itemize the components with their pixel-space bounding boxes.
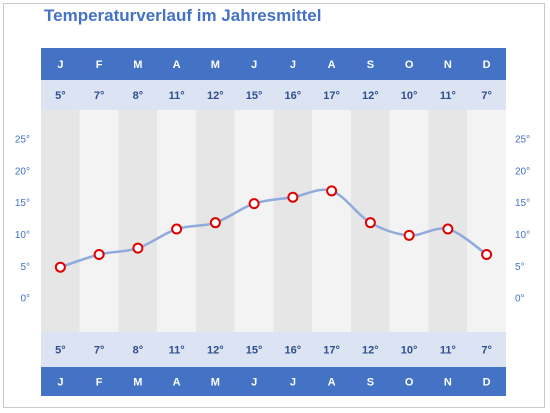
- y-tick-label-left: 5°: [20, 262, 30, 273]
- data-point: [403, 229, 415, 241]
- value-label-bottom: 8°: [133, 344, 144, 356]
- value-label-bottom: 5°: [55, 344, 66, 356]
- value-label-bottom: 7°: [481, 344, 492, 356]
- data-point: [171, 223, 183, 235]
- value-label-top: 7°: [94, 90, 105, 102]
- data-point: [326, 185, 338, 197]
- month-label-top: J: [57, 59, 63, 71]
- month-label-bottom: D: [483, 376, 491, 388]
- month-label-top: A: [328, 59, 336, 71]
- y-tick-label-right: 5°: [515, 262, 525, 273]
- month-label-bottom: J: [290, 376, 296, 388]
- y-tick-label-right: 10°: [515, 230, 530, 241]
- month-label-bottom: O: [405, 376, 414, 388]
- month-label-bottom: J: [251, 376, 257, 388]
- month-column: [79, 110, 119, 332]
- data-point: [287, 191, 299, 203]
- data-point: [248, 198, 260, 210]
- data-point: [209, 217, 221, 229]
- value-label-top: 12°: [207, 90, 224, 102]
- month-label-top: A: [173, 59, 181, 71]
- value-label-top: 11°: [169, 90, 185, 102]
- value-label-bottom: 17°: [323, 344, 340, 356]
- month-label-bottom: F: [96, 376, 103, 388]
- month-column: [157, 110, 196, 332]
- value-label-bottom: 7°: [94, 344, 105, 356]
- month-label-bottom: A: [173, 376, 181, 388]
- value-label-bottom: 11°: [440, 344, 456, 356]
- month-column: [389, 110, 429, 332]
- y-tick-label-right: 20°: [515, 166, 530, 177]
- month-column: [234, 110, 274, 332]
- y-tick-label-left: 20°: [15, 166, 30, 177]
- data-point: [54, 261, 66, 273]
- month-column: [273, 110, 313, 332]
- value-label-bottom: 11°: [169, 344, 185, 356]
- month-label-bottom: M: [211, 376, 220, 388]
- value-label-bottom: 12°: [362, 344, 379, 356]
- month-label-top: F: [96, 59, 103, 71]
- data-point: [93, 248, 105, 260]
- value-label-bottom: 16°: [285, 344, 302, 356]
- month-label-top: O: [405, 59, 414, 71]
- month-column: [118, 110, 158, 332]
- data-point: [364, 217, 376, 229]
- month-label-bottom: N: [444, 376, 452, 388]
- value-label-top: 7°: [481, 90, 492, 102]
- month-label-top: S: [367, 59, 374, 71]
- y-tick-label-left: 25°: [15, 135, 30, 146]
- data-point: [132, 242, 144, 254]
- value-label-top: 12°: [362, 90, 379, 102]
- y-tick-label-right: 0°: [515, 294, 525, 305]
- month-column: [312, 110, 351, 332]
- top-value-band: [41, 80, 506, 110]
- month-label-bottom: A: [328, 376, 336, 388]
- value-label-top: 15°: [246, 90, 263, 102]
- data-point: [442, 223, 454, 235]
- y-tick-label-right: 25°: [515, 135, 530, 146]
- month-label-top: N: [444, 59, 452, 71]
- value-label-top: 16°: [285, 90, 302, 102]
- month-column: [467, 110, 506, 332]
- value-label-top: 5°: [55, 90, 66, 102]
- month-column: [41, 110, 80, 332]
- value-label-top: 17°: [323, 90, 340, 102]
- value-label-top: 8°: [133, 90, 144, 102]
- y-tick-label-left: 0°: [20, 294, 30, 305]
- y-tick-label-left: 15°: [15, 198, 30, 209]
- month-label-bottom: M: [133, 376, 142, 388]
- month-label-top: M: [211, 59, 220, 71]
- month-label-top: J: [251, 59, 257, 71]
- top-month-band: [41, 48, 506, 80]
- value-label-top: 10°: [401, 90, 418, 102]
- month-label-top: J: [290, 59, 296, 71]
- y-tick-label-left: 10°: [15, 230, 30, 241]
- month-label-top: D: [483, 59, 491, 71]
- y-tick-label-right: 15°: [515, 198, 530, 209]
- value-label-bottom: 15°: [246, 344, 263, 356]
- month-label-bottom: J: [57, 376, 63, 388]
- value-label-bottom: 12°: [207, 344, 224, 356]
- bottom-value-band: [41, 332, 506, 367]
- month-label-top: M: [133, 59, 142, 71]
- chart-title: Temperaturverlauf im Jahresmittel: [44, 6, 322, 25]
- bottom-month-band: [41, 367, 506, 396]
- data-point: [481, 248, 493, 260]
- month-label-bottom: S: [367, 376, 374, 388]
- month-column: [428, 110, 468, 332]
- value-label-bottom: 10°: [401, 344, 418, 356]
- value-label-top: 11°: [440, 90, 456, 102]
